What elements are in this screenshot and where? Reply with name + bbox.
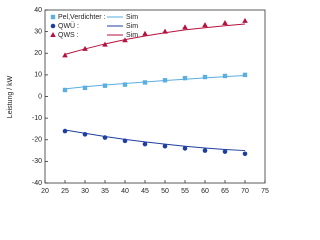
- legend-label: Sim: [126, 32, 138, 39]
- x-tick-label: 20: [41, 188, 49, 195]
- marker: [182, 75, 188, 81]
- marker: [242, 17, 248, 23]
- marker: [222, 19, 228, 25]
- y-tick-label: 20: [34, 50, 42, 57]
- x-tick-label: 75: [261, 188, 269, 195]
- marker: [162, 143, 168, 149]
- marker: [82, 85, 88, 91]
- marker: [62, 87, 68, 93]
- x-tick-label: 50: [161, 188, 169, 195]
- legend-label: Sim: [126, 23, 138, 30]
- y-axis-label: Leistung / kW: [7, 75, 14, 118]
- marker: [142, 141, 148, 147]
- y-tick-label: 30: [34, 28, 42, 35]
- legend-marker: [50, 23, 56, 29]
- legend-label: QWS :: [58, 32, 79, 39]
- marker: [202, 148, 208, 153]
- x-tick-label: 65: [221, 188, 229, 195]
- marker: [202, 22, 208, 28]
- marker: [62, 52, 68, 58]
- x-tick-label: 45: [141, 188, 149, 195]
- x-tick-label: 55: [181, 188, 189, 195]
- y-tick-label: 40: [34, 7, 42, 14]
- y-tick-label: 0: [38, 93, 42, 100]
- marker: [242, 151, 248, 157]
- x-tick-label: 35: [101, 188, 109, 195]
- y-tick-label: -40: [32, 180, 42, 187]
- marker: [222, 73, 228, 79]
- y-tick-label: -30: [32, 158, 42, 165]
- legend-label: QWÜ :: [58, 22, 79, 30]
- legend-label: Sim: [126, 14, 138, 21]
- x-tick-label: 25: [61, 188, 69, 195]
- x-tick-label: 70: [241, 188, 249, 195]
- x-tick-label: 60: [201, 188, 209, 195]
- marker: [182, 146, 188, 151]
- sim-line: [64, 129, 246, 152]
- marker: [202, 74, 208, 80]
- y-tick-label: -20: [32, 137, 42, 144]
- legend-label: Pel,Verdichter :: [58, 14, 106, 21]
- marker: [122, 82, 128, 87]
- x-tick-label: 30: [81, 188, 89, 195]
- legend-marker: [50, 14, 56, 20]
- y-tick-label: -10: [32, 115, 42, 122]
- y-tick-label: 10: [34, 72, 42, 79]
- marker: [62, 128, 68, 134]
- marker: [102, 83, 108, 88]
- legend-marker: [50, 32, 56, 37]
- x-tick-label: 40: [121, 188, 129, 195]
- marker: [142, 30, 148, 36]
- marker: [182, 24, 188, 30]
- chart: Leistung / kW -40 -30 -20 -10 0 10 20 30 40 20 25 3…: [7, 7, 269, 195]
- sim-line: [64, 23, 246, 55]
- sim-line: [64, 75, 246, 90]
- marker: [242, 72, 248, 78]
- marker: [222, 149, 228, 154]
